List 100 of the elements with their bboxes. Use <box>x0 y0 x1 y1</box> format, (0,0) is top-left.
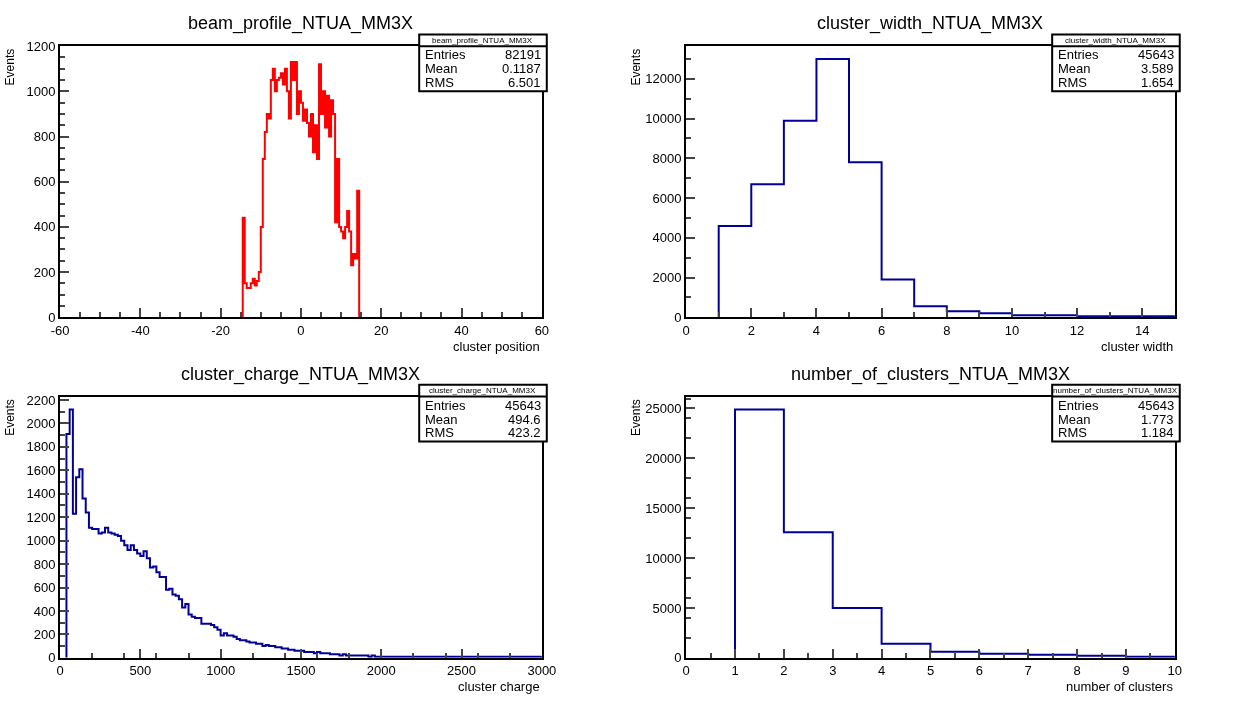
y-tick-label: 1800 <box>26 439 56 455</box>
y-tick-label: 2200 <box>26 392 56 408</box>
annotation: 3.589 <box>1141 61 1174 76</box>
annotation: Entries <box>425 47 466 62</box>
annotation: 45643 <box>1138 398 1175 413</box>
x-axis-title: cluster width <box>1101 339 1174 354</box>
x-tick-label: 40 <box>454 322 469 338</box>
y-tick-label: 1400 <box>26 486 56 502</box>
x-tick-label: 4 <box>877 663 886 679</box>
annotation: 82191 <box>505 47 542 62</box>
annotation: 1.654 <box>1141 75 1174 90</box>
y-tick-label: 600 <box>33 580 56 596</box>
y-tick-label: 400 <box>33 219 56 235</box>
y-tick-label: 2000 <box>26 416 56 432</box>
x-tick-label: 2 <box>780 663 788 679</box>
x-axis-title: number of clusters <box>1066 679 1174 694</box>
text: beam_profile_NTUA_MM3X <box>432 36 533 45</box>
x-tick-label: 6 <box>877 322 886 338</box>
x-axis-title: cluster position <box>453 339 540 354</box>
y-tick-label: 1200 <box>26 38 56 54</box>
x-axis-title: cluster charge <box>458 679 540 694</box>
y-axis-title: Events <box>2 399 17 436</box>
x-tick-label: 60 <box>534 322 550 338</box>
x-tick-label: 6 <box>975 663 983 679</box>
x-tick-label: 2500 <box>447 663 477 679</box>
y-tick-label: 10000 <box>645 550 682 566</box>
annotation: RMS <box>425 75 455 90</box>
annotation: 0.1187 <box>502 61 541 76</box>
y-tick-label: 20000 <box>645 450 682 466</box>
annotation: Entries <box>425 398 466 413</box>
y-tick-label: 800 <box>33 556 56 572</box>
annotation: RMS <box>1058 425 1088 440</box>
annotation: RMS <box>425 425 455 440</box>
annotation: 45643 <box>1138 47 1175 62</box>
annotation: 1.184 <box>1141 425 1174 440</box>
y-tick-label: 200 <box>33 626 56 642</box>
x-tick-label: 7 <box>1024 663 1032 679</box>
x-tick-label: 14 <box>1135 322 1150 338</box>
y-tick-label: 15000 <box>645 500 682 516</box>
y-tick-label: 12000 <box>645 71 682 87</box>
annotation: 6.501 <box>508 75 541 90</box>
y-axis-title: Events <box>628 399 643 436</box>
y-tick-label: 200 <box>33 264 56 280</box>
y-tick-label: 0 <box>674 650 682 666</box>
y-tick-label: 800 <box>33 129 56 145</box>
x-tick-label: 8 <box>1073 663 1081 679</box>
y-tick-label: 1000 <box>26 83 56 99</box>
y-tick-label: 2000 <box>652 270 682 286</box>
annotation: Entries <box>1058 398 1099 413</box>
annotation: Mean <box>1058 412 1091 427</box>
x-tick-label: -40 <box>130 322 150 338</box>
annotation: RMS <box>1058 75 1088 90</box>
x-tick-label: 2000 <box>366 663 396 679</box>
x-tick-label: 0 <box>297 322 305 338</box>
chart-title: cluster_width_NTUA_MM3X <box>817 13 1044 34</box>
x-tick-label: 1000 <box>206 663 236 679</box>
x-tick-label: 20 <box>374 322 389 338</box>
y-tick-label: 1000 <box>26 533 56 549</box>
x-tick-label: 500 <box>129 663 152 679</box>
text: cluster_charge_NTUA_MM3X <box>429 386 536 395</box>
y-tick-label: 4000 <box>652 230 682 246</box>
y-tick-label: 1200 <box>26 509 56 525</box>
annotation: 423.2 <box>508 425 541 440</box>
x-tick-label: 9 <box>1122 663 1130 679</box>
chart-title: number_of_clusters_NTUA_MM3X <box>791 364 1071 385</box>
annotation: Entries <box>1058 47 1099 62</box>
x-tick-label: 3 <box>829 663 837 679</box>
y-axis-title: Events <box>3 48 18 86</box>
y-tick-label: 6000 <box>652 190 682 206</box>
y-tick-label: 10000 <box>645 111 682 127</box>
chart-title: cluster_charge_NTUA_MM3X <box>181 364 421 385</box>
annotation: Mean <box>425 412 458 427</box>
annotation: Mean <box>425 61 458 76</box>
y-tick-label: 400 <box>33 603 56 619</box>
x-tick-label: 8 <box>943 322 951 338</box>
text: number_of_clusters_NTUA_MM3X <box>1053 386 1178 395</box>
annotation: 45643 <box>505 398 542 413</box>
x-tick-label: -60 <box>50 322 70 338</box>
x-tick-label: 12 <box>1069 322 1085 338</box>
y-tick-label: 25000 <box>645 401 682 417</box>
text: cluster_width_NTUA_MM3X <box>1065 36 1167 45</box>
chart-title: beam_profile_NTUA_MM3X <box>188 13 414 34</box>
y-tick-label: 0 <box>48 309 56 325</box>
y-axis-title: Events <box>629 48 644 86</box>
y-tick-label: 8000 <box>652 150 682 166</box>
y-tick-label: 1600 <box>26 462 56 478</box>
annotation: Mean <box>1058 61 1091 76</box>
x-tick-label: 5 <box>926 663 935 679</box>
x-tick-label: 10 <box>1004 322 1020 338</box>
x-tick-label: -20 <box>211 322 231 338</box>
x-tick-label: 4 <box>812 322 821 338</box>
y-tick-label: 0 <box>48 650 56 666</box>
annotation: 1.773 <box>1141 412 1174 427</box>
annotation: 494.6 <box>508 412 541 427</box>
x-tick-label: 1 <box>731 663 739 679</box>
y-tick-label: 5000 <box>652 600 682 616</box>
y-tick-label: 0 <box>674 309 682 325</box>
x-tick-label: 10 <box>1167 663 1183 679</box>
x-tick-label: 1500 <box>286 663 316 679</box>
y-tick-label: 600 <box>33 174 56 190</box>
